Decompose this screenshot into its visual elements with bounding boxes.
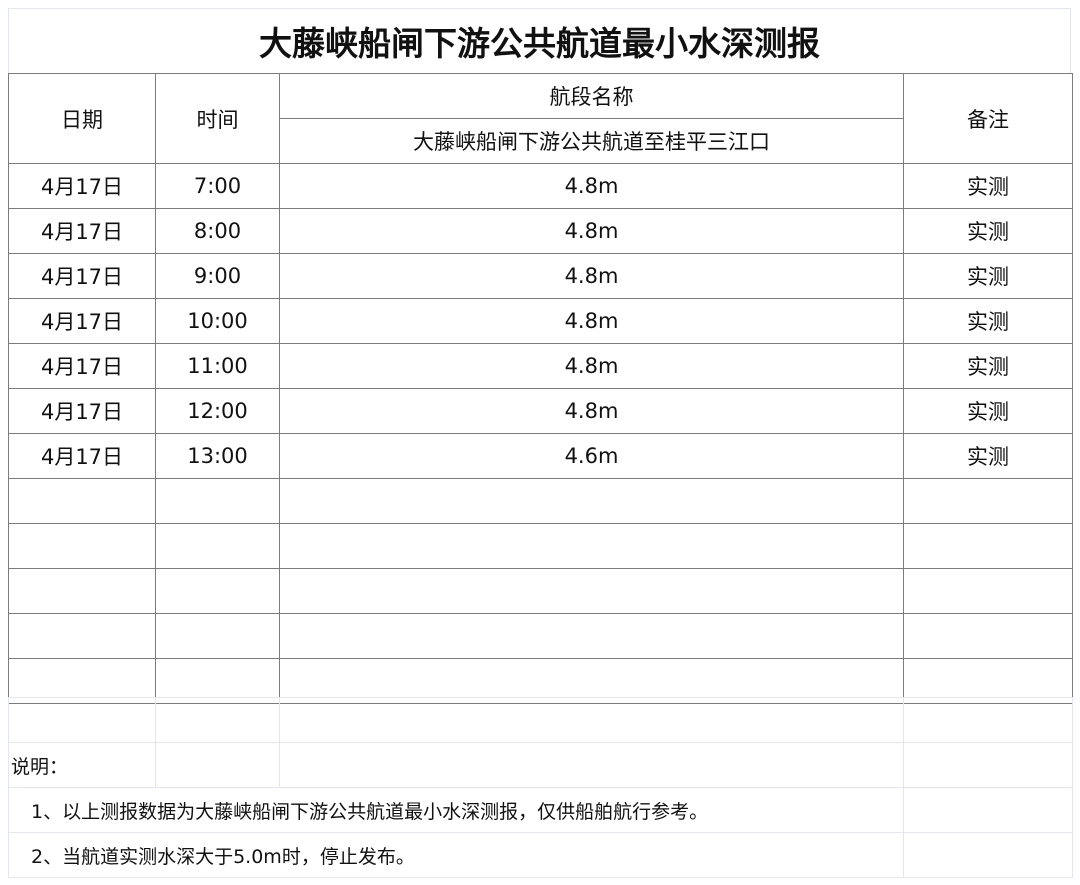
- cell-remark: 实测: [903, 208, 1073, 254]
- cell-depth: [279, 568, 904, 614]
- cell-depth: 4.8m: [279, 388, 904, 434]
- notes-label: 说明：: [8, 742, 156, 788]
- header-subrow: 大藤峡船闸下游公共航道至桂平三江口: [9, 118, 1073, 164]
- table-row: 4月17日 7:00 4.8m 实测: [8, 163, 1073, 209]
- table-row: 4月17日 9:00 4.8m 实测: [8, 253, 1073, 299]
- empty-row: [8, 523, 1073, 569]
- cell-time: [155, 523, 280, 569]
- table-row: 4月17日 8:00 4.8m 实测: [8, 208, 1073, 254]
- cell-time: 10:00: [155, 298, 280, 344]
- cell-date: 4月17日: [8, 433, 156, 479]
- cell-date: 4月17日: [8, 298, 156, 344]
- header-remark: 备注: [903, 73, 1073, 164]
- cell-date: [8, 613, 156, 659]
- cell-depth: [279, 523, 904, 569]
- table-row: 4月17日 10:00 4.8m 实测: [8, 298, 1073, 344]
- note-row: 1、以上测报数据为大藤峡船闸下游公共航道最小水深测报，仅供船舶航行参考。: [8, 787, 1073, 833]
- cell-time: 9:00: [155, 253, 280, 299]
- cell-remark: [903, 568, 1073, 614]
- page-title: 大藤峡船闸下游公共航道最小水深测报: [8, 8, 1071, 73]
- cell-date: 4月17日: [8, 208, 156, 254]
- notes-area: 说明： 1、以上测报数据为大藤峡船闸下游公共航道最小水深测报，仅供船舶航行参考。…: [8, 697, 1073, 878]
- cell-remark: 实测: [903, 253, 1073, 299]
- cell-remark: 实测: [903, 433, 1073, 479]
- cell-date: [8, 568, 156, 614]
- note-item: 1、以上测报数据为大藤峡船闸下游公共航道最小水深测报，仅供船舶航行参考。: [8, 787, 904, 833]
- empty-row: [8, 613, 1073, 659]
- cell-time: 12:00: [155, 388, 280, 434]
- cell-depth: 4.8m: [279, 253, 904, 299]
- empty-row: [8, 478, 1073, 524]
- cell-time: 13:00: [155, 433, 280, 479]
- cell-depth: [279, 613, 904, 659]
- cell-time: [155, 613, 280, 659]
- cell-depth: [279, 478, 904, 524]
- header-row: 日期 时间 航段名称 备注: [8, 73, 1073, 164]
- cell-remark: [903, 478, 1073, 524]
- cell-depth: [279, 658, 904, 704]
- cell-depth: 4.8m: [279, 343, 904, 389]
- table-row: 4月17日 12:00 4.8m 实测: [8, 388, 1073, 434]
- empty-row: [8, 568, 1073, 614]
- cell-remark: 实测: [903, 163, 1073, 209]
- cell-date: 4月17日: [8, 343, 156, 389]
- cell-date: 4月17日: [8, 388, 156, 434]
- header-section: 大藤峡船闸下游公共航道至桂平三江口: [279, 118, 904, 164]
- cell-time: [155, 478, 280, 524]
- cell-time: [155, 568, 280, 614]
- header-section-name: 航段名称: [279, 73, 904, 119]
- cell-time: 8:00: [155, 208, 280, 254]
- cell-time: 7:00: [155, 163, 280, 209]
- table-row: 4月17日 13:00 4.6m 实测: [8, 433, 1073, 479]
- cell-depth: 4.8m: [279, 163, 904, 209]
- blank-row: [8, 697, 1073, 743]
- note-row: 2、当航道实测水深大于5.0m时，停止发布。: [8, 832, 1073, 878]
- cell-date: 4月17日: [8, 163, 156, 209]
- cell-depth: 4.6m: [279, 433, 904, 479]
- cell-depth: 4.8m: [279, 298, 904, 344]
- cell-remark: [903, 613, 1073, 659]
- header-time: 时间: [155, 73, 280, 164]
- table-row: 4月17日 11:00 4.8m 实测: [8, 343, 1073, 389]
- notes-label-row: 说明：: [8, 742, 1073, 788]
- cell-date: 4月17日: [8, 253, 156, 299]
- cell-remark: 实测: [903, 343, 1073, 389]
- cell-depth: 4.8m: [279, 208, 904, 254]
- cell-time: 11:00: [155, 343, 280, 389]
- depth-report-table: 日期 时间 航段名称 备注 大藤峡船闸下游公共航道至桂平三江口 4月17日 7:0…: [8, 73, 1073, 704]
- cell-remark: 实测: [903, 298, 1073, 344]
- cell-remark: 实测: [903, 388, 1073, 434]
- cell-remark: [903, 523, 1073, 569]
- cell-date: [8, 658, 156, 704]
- header-date: 日期: [8, 73, 156, 164]
- cell-date: [8, 478, 156, 524]
- note-item: 2、当航道实测水深大于5.0m时，停止发布。: [8, 832, 904, 878]
- cell-date: [8, 523, 156, 569]
